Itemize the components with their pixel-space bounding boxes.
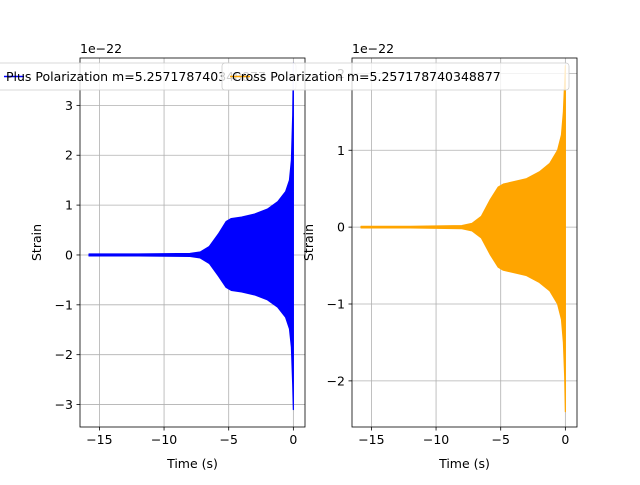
plus-scale-offset-text: 1e−22	[80, 41, 122, 56]
plus-axes-frame	[79, 57, 306, 428]
cross-scale-offset-text: 1e−22	[352, 41, 394, 56]
plus-y-tick-label: −1	[55, 297, 73, 312]
plus-x-tick-label: −5	[219, 432, 237, 447]
cross-y-tick-label: −1	[327, 297, 345, 312]
plus-y-axis-label: Strain	[29, 224, 44, 261]
cross-axes-frame	[351, 57, 578, 428]
cross-x-axis-label: Time (s)	[438, 456, 490, 471]
plus-legend-label: Plus Polarization m=5.257178740348877	[6, 69, 266, 84]
plus-y-tick-label: −3	[55, 397, 73, 412]
cross-x-tick-label: −5	[491, 432, 509, 447]
cross-x-tick-label: 0	[561, 432, 569, 447]
cross-legend: Cross Polarization m=5.257178740348877	[221, 62, 570, 91]
cross-y-axis-label: Strain	[301, 224, 316, 261]
cross-legend-label: Cross Polarization m=5.257178740348877	[232, 69, 501, 84]
plus-x-axis-label: Time (s)	[166, 456, 218, 471]
plus-y-tick-label: 2	[65, 148, 73, 163]
cross-y-tick-label: 1	[337, 143, 345, 158]
plus-waveform-series	[88, 62, 294, 411]
plus-y-tick-label: 1	[65, 198, 73, 213]
plus-x-tick-label: −15	[86, 432, 112, 447]
plus-x-tick-label: 0	[289, 432, 297, 447]
plus-y-tick-label: −2	[55, 347, 73, 362]
plus-x-tick-label: −10	[151, 432, 177, 447]
cross-x-tick-label: −10	[423, 432, 449, 447]
plus-y-tick-label: 3	[65, 98, 73, 113]
cross-legend-box	[221, 62, 570, 91]
cross-waveform-series	[360, 65, 566, 413]
cross-x-tick-label: −15	[358, 432, 384, 447]
cross-y-tick-label: −2	[327, 373, 345, 388]
plus-y-tick-label: 0	[65, 247, 73, 262]
cross-y-tick-label: 0	[337, 220, 345, 235]
